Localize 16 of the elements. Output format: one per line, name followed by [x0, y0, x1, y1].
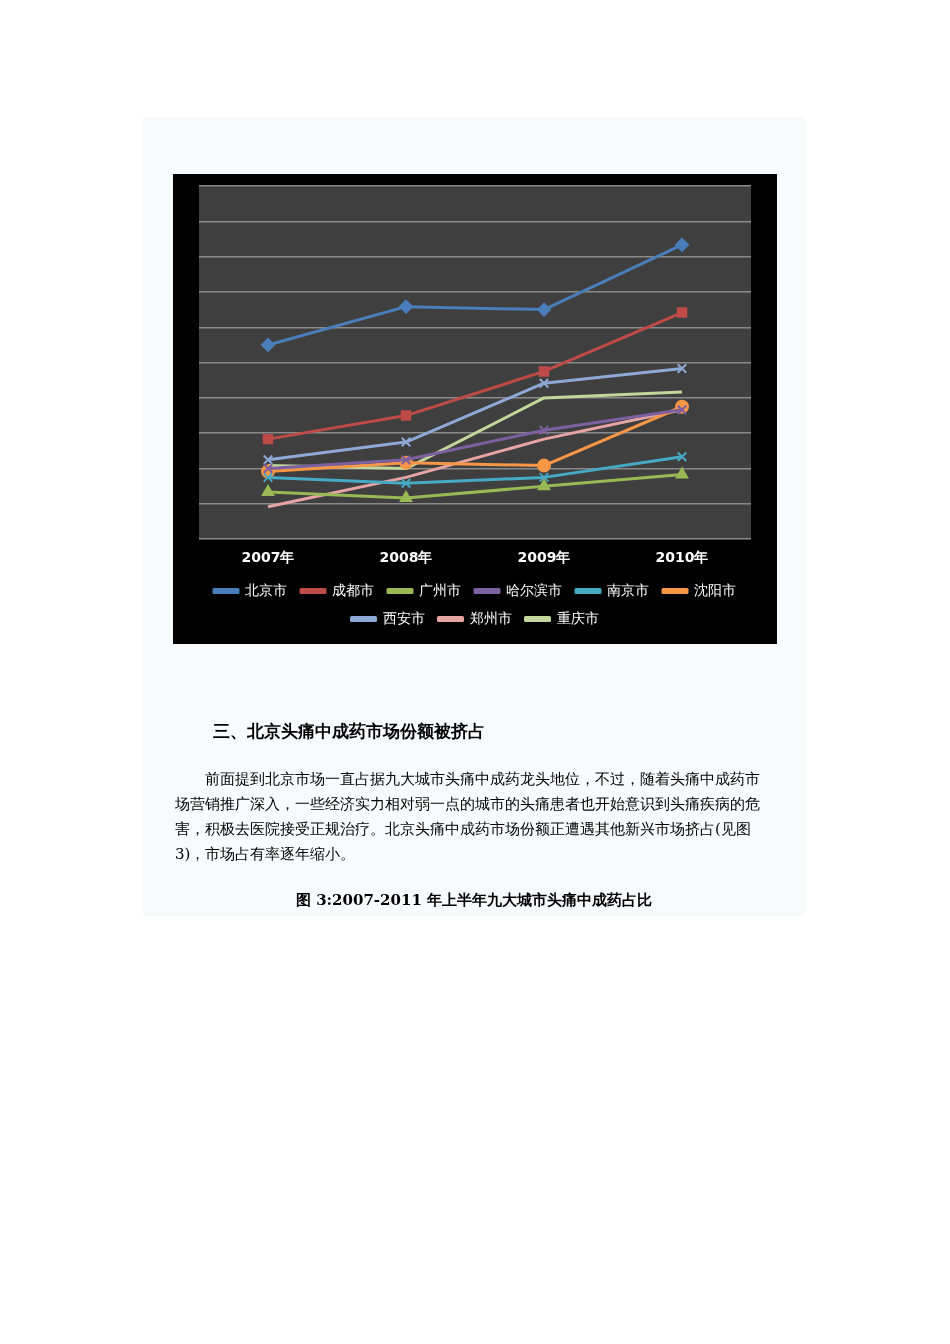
- legend-label: 重庆市: [556, 609, 599, 626]
- x-tick-label: 2008年: [379, 549, 433, 566]
- legend-label: 西安市: [382, 609, 425, 626]
- legend-label: 沈阳市: [694, 581, 736, 598]
- x-tick-label: 2007年: [241, 549, 295, 566]
- text: 三、北京头痛中成药市场份额被挤占: [213, 720, 486, 743]
- x-tick-label: 2009年: [517, 549, 571, 566]
- legend-label: 北京市: [245, 581, 287, 598]
- legend-label: 成都市: [332, 581, 374, 598]
- legend-label: 广州市: [419, 581, 461, 598]
- legend-label: 哈尔滨市: [506, 581, 562, 598]
- x-tick-label: 2010年: [655, 549, 709, 566]
- legend-label: 南京市: [607, 581, 649, 598]
- legend-label: 郑州市: [469, 609, 512, 626]
- text: 前面提到北京市场一直占据九大城市头痛中成药龙头地位，不过，随着头痛中成药市场营销推广深入，一些经济实力相对弱一点的城市的头痛患者也开始意识到头痛疾病的危害，积极去医院接受正规治疗。北京头痛中成药市场份额正遭遇其他新兴市场挤占(见图3)，市场占有率逐年缩小。: [175, 769, 761, 865]
- caption: 图 3:2007-2011 年上半年九大城市头痛中成药占比: [294, 891, 654, 910]
